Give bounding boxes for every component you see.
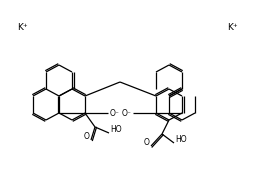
Text: HO: HO [175,135,187,144]
Text: K⁺: K⁺ [17,22,27,31]
Text: O⁻: O⁻ [121,108,131,117]
Text: O: O [143,138,149,147]
Text: O⁻: O⁻ [110,108,120,117]
Text: K⁺: K⁺ [227,22,237,31]
Text: HO: HO [110,125,122,134]
Text: O: O [83,132,89,141]
